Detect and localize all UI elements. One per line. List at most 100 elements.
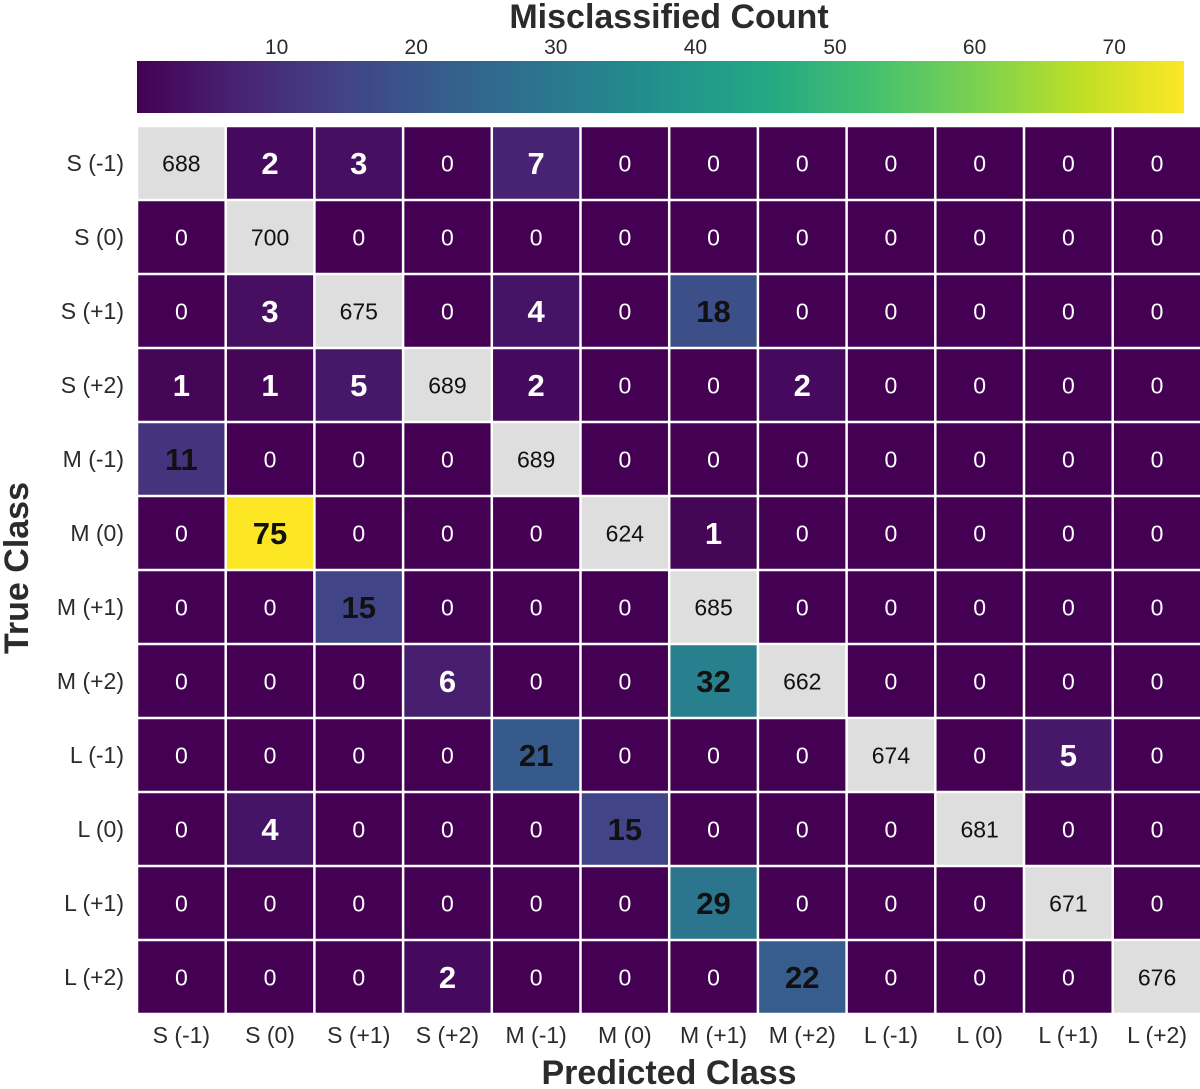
heatmap-cell bbox=[936, 571, 1023, 643]
heatmap-cell bbox=[759, 867, 846, 939]
y-tick-label: L (-1) bbox=[70, 742, 124, 768]
heatmap-cell bbox=[759, 793, 846, 865]
cell-value-label: 0 bbox=[973, 520, 986, 546]
cell-value-label: 0 bbox=[1062, 372, 1075, 398]
heatmap-cell bbox=[226, 793, 314, 865]
heatmap-cell bbox=[1025, 349, 1112, 421]
heatmap-cell bbox=[404, 719, 491, 791]
heatmap-cell bbox=[226, 719, 314, 791]
y-tick-label: L (+1) bbox=[64, 890, 124, 916]
heatmap-cell bbox=[138, 497, 225, 569]
heatmap-cell bbox=[138, 867, 225, 939]
cell-value-label: 0 bbox=[707, 150, 720, 176]
heatmap-cell bbox=[1113, 793, 1200, 865]
cell-value-label: 0 bbox=[530, 520, 543, 546]
cell-value-label: 0 bbox=[973, 742, 986, 768]
heatmap-cell bbox=[847, 941, 935, 1013]
heatmap-cell bbox=[936, 867, 1023, 939]
cell-value-label: 0 bbox=[885, 224, 898, 250]
heatmap-cell bbox=[493, 497, 580, 569]
cell-value-label: 675 bbox=[340, 298, 378, 324]
heatmap-cell-labels: 688 2 3 0 7 0 0 0 0 0 0 00 700 0 0 0 0 0 0 0 0 0 00 3 675 0 4 0 18 0 0… bbox=[162, 146, 1176, 995]
cell-value-label: 0 bbox=[973, 372, 986, 398]
cell-value-label: 0 bbox=[885, 298, 898, 324]
heatmap-cell bbox=[936, 497, 1023, 569]
heatmap-cell bbox=[226, 941, 314, 1013]
heatmap-cell-diagonal bbox=[670, 571, 757, 643]
y-tick-label: S (+1) bbox=[61, 298, 124, 324]
cell-value-label: 0 bbox=[796, 594, 809, 620]
heatmap-cell bbox=[138, 941, 225, 1013]
heatmap-cell bbox=[404, 571, 491, 643]
heatmap-cell bbox=[1113, 201, 1200, 273]
cell-value-label: 0 bbox=[796, 298, 809, 324]
x-tick-label: S (+2) bbox=[416, 1022, 479, 1048]
cell-value-label: 0 bbox=[973, 298, 986, 324]
y-tick-label: M (0) bbox=[70, 520, 124, 546]
heatmap-cell bbox=[759, 275, 846, 347]
cell-value-label: 0 bbox=[264, 446, 277, 472]
cell-value-label: 0 bbox=[973, 890, 986, 916]
cell-value-label: 0 bbox=[175, 298, 188, 324]
y-tick-label: M (+1) bbox=[57, 594, 124, 620]
heatmap-cell bbox=[759, 423, 846, 495]
cell-value-label: 1 bbox=[261, 368, 278, 403]
heatmap-cell-diagonal bbox=[847, 719, 935, 791]
heatmap-cell bbox=[226, 497, 314, 569]
cell-value-label: 11 bbox=[165, 442, 198, 477]
cell-value-label: 0 bbox=[352, 964, 365, 990]
heatmap-cell bbox=[581, 571, 668, 643]
heatmap-cell bbox=[493, 867, 580, 939]
cell-value-label: 0 bbox=[352, 742, 365, 768]
heatmap-cell bbox=[226, 867, 314, 939]
y-tick-label: S (0) bbox=[74, 224, 124, 250]
x-tick-label: M (+1) bbox=[680, 1022, 747, 1048]
cell-value-label: 689 bbox=[428, 372, 466, 398]
x-tick-label: S (0) bbox=[245, 1022, 295, 1048]
cell-value-label: 0 bbox=[973, 446, 986, 472]
cell-value-label: 676 bbox=[1138, 964, 1176, 990]
cell-value-label: 75 bbox=[253, 516, 287, 551]
cell-value-label: 0 bbox=[796, 150, 809, 176]
heatmap-cell bbox=[315, 497, 402, 569]
heatmap-cell bbox=[315, 423, 402, 495]
heatmap-cell bbox=[847, 645, 935, 717]
cell-value-label: 0 bbox=[530, 594, 543, 620]
cell-value-label: 0 bbox=[1062, 520, 1075, 546]
y-tick-label: L (+2) bbox=[64, 964, 124, 990]
cell-value-label: 0 bbox=[1151, 520, 1164, 546]
heatmap-cell-diagonal bbox=[493, 423, 580, 495]
heatmap-cell bbox=[404, 275, 491, 347]
heatmap-cell bbox=[404, 941, 491, 1013]
heatmap-cell bbox=[759, 497, 846, 569]
heatmap-cell bbox=[315, 867, 402, 939]
cell-value-label: 0 bbox=[175, 742, 188, 768]
heatmap-cell bbox=[1113, 275, 1200, 347]
cell-value-label: 0 bbox=[175, 594, 188, 620]
heatmap-cell bbox=[315, 645, 402, 717]
cell-value-label: 0 bbox=[1151, 594, 1164, 620]
heatmap-cell-diagonal bbox=[759, 645, 846, 717]
cell-value-label: 0 bbox=[441, 150, 454, 176]
heatmap-cell bbox=[1113, 349, 1200, 421]
cell-value-label: 0 bbox=[352, 446, 365, 472]
cell-value-label: 0 bbox=[264, 742, 277, 768]
cell-value-label: 0 bbox=[885, 594, 898, 620]
heatmap-cell bbox=[315, 941, 402, 1013]
heatmap-cell bbox=[581, 793, 668, 865]
heatmap-cell bbox=[670, 941, 757, 1013]
heatmap-cell bbox=[936, 719, 1023, 791]
x-tick-label: L (-1) bbox=[864, 1022, 918, 1048]
cell-value-label: 2 bbox=[528, 368, 545, 403]
heatmap-cell bbox=[1025, 423, 1112, 495]
y-tick-label: M (+2) bbox=[57, 668, 124, 694]
cell-value-label: 4 bbox=[528, 294, 546, 329]
heatmap-cell bbox=[404, 867, 491, 939]
heatmap-cell bbox=[759, 571, 846, 643]
cell-value-label: 0 bbox=[441, 520, 454, 546]
cell-value-label: 0 bbox=[441, 224, 454, 250]
heatmap-cell bbox=[759, 349, 846, 421]
cell-value-label: 0 bbox=[175, 520, 188, 546]
heatmap-cell bbox=[493, 201, 580, 273]
heatmap-cell bbox=[759, 201, 846, 273]
